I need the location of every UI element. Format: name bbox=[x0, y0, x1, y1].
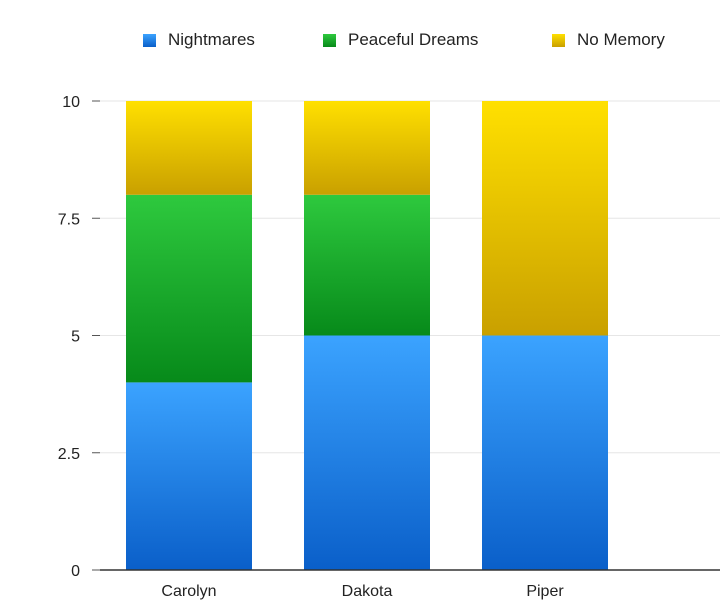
axes: 0 2.5 5 7.5 10 Carolyn Dakota Piper bbox=[58, 94, 720, 600]
bar-piper-nightmares[interactable] bbox=[482, 335, 608, 571]
y-tick-label: 10 bbox=[62, 94, 80, 111]
legend-swatch-peaceful-dreams bbox=[323, 33, 336, 47]
y-tick-label: 0 bbox=[71, 563, 80, 580]
x-category-label: Dakota bbox=[342, 583, 393, 600]
bar-dakota-nightmares[interactable] bbox=[304, 335, 430, 571]
legend-item-nightmares[interactable]: Nightmares bbox=[143, 30, 255, 50]
bar-carolyn-nightmares[interactable] bbox=[126, 382, 252, 570]
x-category-label: Carolyn bbox=[161, 583, 216, 600]
bar-carolyn-peaceful-dreams[interactable] bbox=[126, 194, 252, 383]
legend-label-nightmares: Nightmares bbox=[168, 30, 255, 49]
y-tick-label: 5 bbox=[71, 329, 80, 346]
legend-label-no-memory: No Memory bbox=[577, 30, 665, 49]
legend-item-no-memory[interactable]: No Memory bbox=[552, 30, 665, 50]
y-tick-label: 2.5 bbox=[58, 446, 80, 463]
y-tick-label: 7.5 bbox=[58, 211, 80, 228]
bar-dakota-peaceful-dreams[interactable] bbox=[304, 194, 430, 336]
bar-carolyn-no-memory[interactable] bbox=[126, 101, 252, 195]
bar-piper-no-memory[interactable] bbox=[482, 101, 608, 336]
legend-swatch-no-memory bbox=[552, 33, 565, 47]
bar-dakota-no-memory[interactable] bbox=[304, 101, 430, 195]
x-category-label: Piper bbox=[526, 583, 564, 600]
legend-label-peaceful-dreams: Peaceful Dreams bbox=[348, 30, 479, 49]
bars bbox=[126, 101, 608, 570]
legend-item-peaceful-dreams[interactable]: Peaceful Dreams bbox=[323, 30, 478, 50]
chart-legend: Nightmares Peaceful Dreams No Memory bbox=[0, 30, 720, 54]
legend-swatch-nightmares bbox=[143, 33, 156, 47]
